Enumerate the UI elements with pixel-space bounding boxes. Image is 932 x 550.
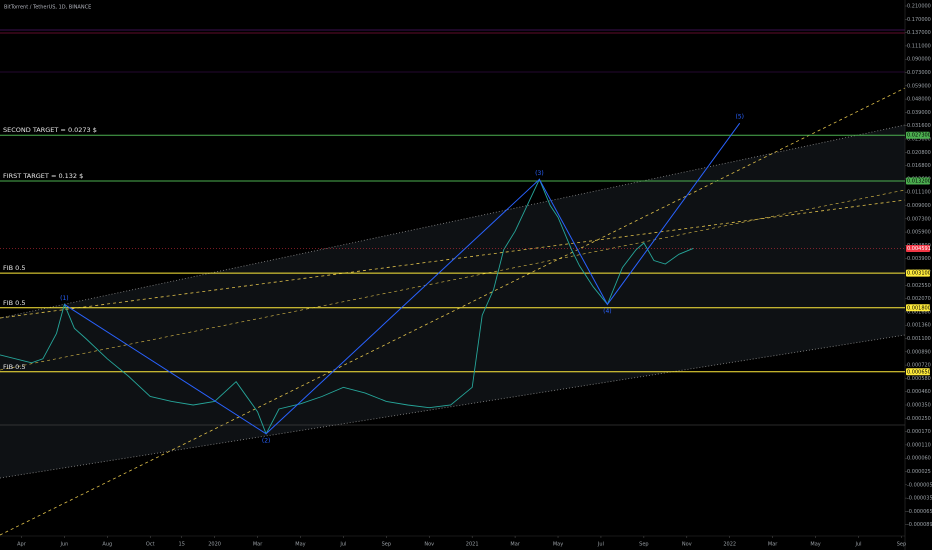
x-tick-label: Jul (339, 542, 346, 548)
level-axis-badge (906, 368, 930, 376)
y-tick-label: 0.020800 (907, 150, 931, 156)
x-tick-label: Mar (510, 542, 520, 548)
x-tick-label: May (295, 542, 305, 548)
y-tick-label: 0.000890 (907, 349, 931, 355)
y-tick-label: 0.009000 (907, 203, 931, 209)
y-tick-label: 0.000025 (907, 469, 931, 475)
y-tick-label: 0.170000 (907, 17, 931, 23)
x-tick-label: Nov (682, 542, 692, 548)
wave-label: (1) (60, 295, 69, 302)
x-tick-label: 2020 (208, 542, 221, 548)
y-tick-label: 0.111000 (907, 43, 931, 49)
level-text: FIB 0.5 (3, 363, 26, 371)
x-tick-label: Oct (146, 542, 155, 548)
x-tick-label: Nov (424, 542, 434, 548)
x-tick-label: Sep (639, 542, 648, 548)
y-tick-label: 0.000110 (907, 442, 931, 448)
x-tick-label: Mar (253, 542, 263, 548)
y-tick-label: 0.059000 (907, 83, 931, 89)
y-tick-label: 0.025600 (907, 137, 931, 143)
wave-label: (4) (603, 308, 612, 315)
trend-line (0, 87, 906, 536)
y-tick-label: 0.011100 (907, 190, 931, 196)
level-axis-badge (906, 304, 930, 312)
x-tick-label: Sep (382, 542, 391, 548)
level-text: FIB 0.5 (3, 264, 26, 272)
x-tick-label: Mar (768, 542, 778, 548)
y-tick-label: 0.001100 (907, 336, 931, 342)
x-tick-label: Sep (897, 542, 906, 548)
y-tick-label: 0.001360 (907, 323, 931, 329)
wave-line (64, 122, 741, 435)
last-price-label: 0.004591 (907, 246, 931, 252)
level-text: SECOND TARGET = 0.0273 $ (3, 126, 97, 134)
level-axis-label: 0.000650 (907, 369, 931, 375)
level-axis-label: 0.001800 (907, 305, 931, 311)
x-tick-label: Apr (17, 542, 27, 548)
price-line (0, 178, 694, 435)
y-tick-label: 0.000720 (907, 363, 931, 369)
channel-fill (0, 125, 905, 478)
level-axis-badge (906, 131, 930, 139)
x-tick-label: Jul (854, 542, 861, 548)
x-tick-label: May (810, 542, 820, 548)
y-tick-label: 0.007300 (907, 216, 931, 222)
level-axis-label: 0.013200 (907, 179, 931, 185)
y-tick-label: -0.000035 (907, 496, 932, 502)
y-tick-label: -0.000065 (907, 509, 932, 515)
level-axis-badge (906, 269, 930, 277)
y-tick-label: 0.039000 (907, 110, 931, 116)
x-tick-label: Jul (597, 542, 604, 548)
y-tick-label: 0.210000 (907, 4, 931, 10)
trend-line (0, 199, 906, 319)
y-tick-label: 0.000060 (907, 456, 931, 462)
x-tick-label: Jun (59, 542, 68, 548)
level-text: FIB 0.5 (3, 299, 26, 307)
y-tick-label: 0.000580 (907, 376, 931, 382)
y-tick-label: 0.000250 (907, 416, 931, 422)
x-tick-label: May (553, 542, 563, 548)
y-tick-label: 0.090000 (907, 57, 931, 63)
y-tick-label: 0.003900 (907, 256, 931, 262)
trend-line (0, 189, 906, 371)
y-tick-label: -0.000005 (907, 482, 932, 488)
y-tick-label: 0.001680 (907, 309, 931, 315)
x-tick-label: 15 (179, 542, 185, 548)
y-tick-label: 0.005900 (907, 230, 931, 236)
last-price-badge (906, 244, 930, 252)
y-tick-label: 0.000170 (907, 429, 931, 435)
y-tick-label: 0.048000 (907, 97, 931, 103)
y-tick-label: 0.000350 (907, 403, 931, 409)
x-tick-label: 2021 (466, 542, 479, 548)
x-tick-label: 2022 (723, 542, 736, 548)
y-tick-label: 0.073000 (907, 70, 931, 76)
y-tick-label: 0.016800 (907, 163, 931, 169)
y-tick-label: 0.002550 (907, 283, 931, 289)
wave-label: (2) (262, 437, 271, 444)
y-tick-label: 0.002070 (907, 296, 931, 302)
level-axis-badge (906, 177, 930, 185)
level-axis-label: 0.027300 (907, 133, 931, 139)
channel-upper (0, 124, 906, 319)
x-tick-label: Aug (102, 542, 112, 548)
y-tick-label: 0.000460 (907, 389, 931, 395)
wave-label: (5) (735, 114, 744, 121)
level-text: FIRST TARGET = 0.132 $ (3, 172, 83, 180)
wave-label: (3) (535, 170, 544, 177)
y-tick-label: 0.031600 (907, 123, 931, 129)
y-tick-label: -0.000089 (907, 522, 932, 528)
level-axis-label: 0.003100 (907, 271, 931, 277)
chart-title: BitTorrent / TetherUS, 1D, BINANCE (4, 5, 91, 11)
y-tick-label: 0.137000 (907, 30, 931, 36)
